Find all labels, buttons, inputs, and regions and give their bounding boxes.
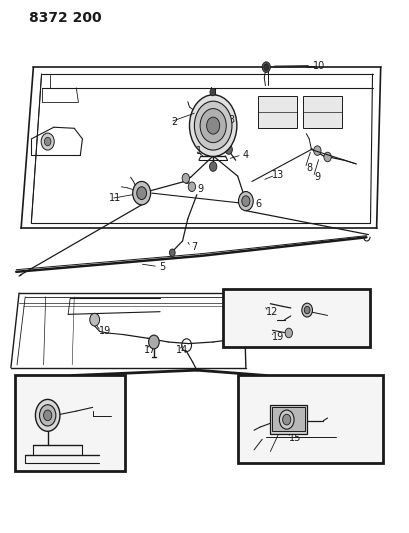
Circle shape	[282, 414, 290, 425]
Circle shape	[169, 249, 175, 256]
Text: 9: 9	[314, 172, 320, 182]
Bar	[258, 96, 296, 128]
Circle shape	[133, 181, 150, 205]
Text: 2: 2	[171, 117, 177, 127]
Text: 13: 13	[272, 170, 284, 180]
Circle shape	[206, 117, 219, 134]
Bar	[15, 375, 125, 471]
Bar	[272, 407, 304, 431]
Circle shape	[284, 328, 292, 338]
Circle shape	[35, 399, 60, 431]
Circle shape	[90, 313, 99, 326]
Circle shape	[148, 335, 159, 349]
Circle shape	[137, 187, 146, 199]
Text: 5: 5	[159, 262, 165, 271]
Text: 8: 8	[183, 176, 189, 187]
Bar	[237, 375, 382, 463]
Circle shape	[323, 152, 330, 162]
Circle shape	[241, 196, 249, 206]
Circle shape	[194, 101, 231, 150]
Circle shape	[43, 410, 52, 421]
Text: 19: 19	[272, 332, 284, 342]
Text: 11: 11	[109, 193, 121, 204]
Text: 12: 12	[265, 306, 278, 317]
Text: 8372 200: 8372 200	[29, 11, 102, 25]
Circle shape	[279, 410, 293, 429]
Bar	[223, 289, 370, 348]
Bar	[302, 96, 341, 128]
Text: 16: 16	[292, 416, 304, 426]
Text: 7: 7	[191, 242, 198, 252]
Circle shape	[188, 182, 195, 191]
Text: 15: 15	[288, 433, 300, 443]
Circle shape	[262, 62, 270, 72]
Circle shape	[209, 88, 215, 96]
Text: 19: 19	[99, 326, 111, 336]
Circle shape	[313, 146, 320, 156]
Circle shape	[225, 145, 232, 155]
Circle shape	[238, 191, 253, 211]
Text: 9: 9	[198, 184, 204, 195]
Text: 1: 1	[196, 146, 202, 156]
Text: 10: 10	[312, 61, 325, 70]
Text: 4: 4	[242, 150, 248, 160]
Bar	[270, 405, 306, 434]
Circle shape	[200, 109, 226, 143]
Circle shape	[182, 173, 189, 183]
Circle shape	[189, 95, 236, 157]
Text: 14: 14	[176, 345, 188, 355]
Circle shape	[41, 133, 54, 150]
Circle shape	[263, 64, 268, 70]
Circle shape	[39, 405, 56, 426]
Circle shape	[303, 306, 309, 314]
Text: 8: 8	[306, 163, 312, 173]
Circle shape	[301, 303, 312, 317]
Text: 6: 6	[254, 199, 261, 209]
Circle shape	[44, 138, 51, 146]
Circle shape	[209, 162, 216, 171]
Text: 18: 18	[43, 405, 56, 415]
Text: 3: 3	[228, 115, 234, 125]
Text: 17: 17	[143, 345, 156, 355]
